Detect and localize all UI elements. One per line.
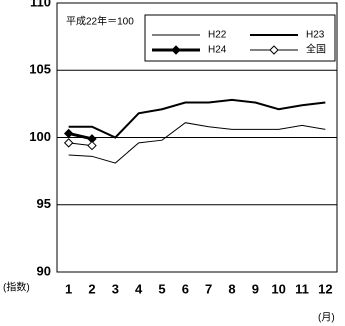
legend-label: H24 [208, 45, 227, 56]
y-tick-label: 110 [30, 0, 51, 9]
x-tick-label: 2 [88, 281, 95, 296]
x-tick-label: 7 [205, 281, 212, 296]
x-tick-label: 1 [65, 281, 72, 296]
series-line [68, 98, 326, 139]
legend-label: 全国 [306, 43, 326, 56]
plot-frame [56, 2, 338, 273]
y-tick-label: 105 [29, 62, 51, 77]
y-tick-label: 100 [29, 129, 51, 144]
x-tick-label: 6 [182, 281, 189, 296]
x-tick-label: 4 [135, 281, 143, 296]
x-unit: (月) [318, 312, 335, 324]
point-marker [63, 128, 74, 139]
x-tick-label: 5 [158, 281, 165, 296]
legend-label: H23 [306, 30, 325, 41]
legend-marker [171, 45, 181, 55]
series-line [68, 122, 326, 164]
y-tick-label: 90 [37, 263, 51, 278]
y-unit: (指数) [3, 281, 30, 294]
point-marker [87, 140, 97, 151]
point-marker [63, 138, 74, 148]
legend-marker [269, 45, 279, 55]
note: 平成22年＝100 [66, 15, 134, 28]
x-tick-label: 11 [295, 281, 309, 296]
x-tick-label: 10 [271, 281, 285, 296]
x-tick-label: 8 [228, 281, 235, 296]
x-tick-label: 9 [252, 281, 259, 296]
legend-label: H22 [208, 30, 227, 41]
series-line [68, 132, 93, 141]
y-tick-label: 95 [37, 196, 51, 211]
x-tick-label: 3 [112, 281, 119, 296]
x-tick-label: 12 [318, 281, 332, 296]
